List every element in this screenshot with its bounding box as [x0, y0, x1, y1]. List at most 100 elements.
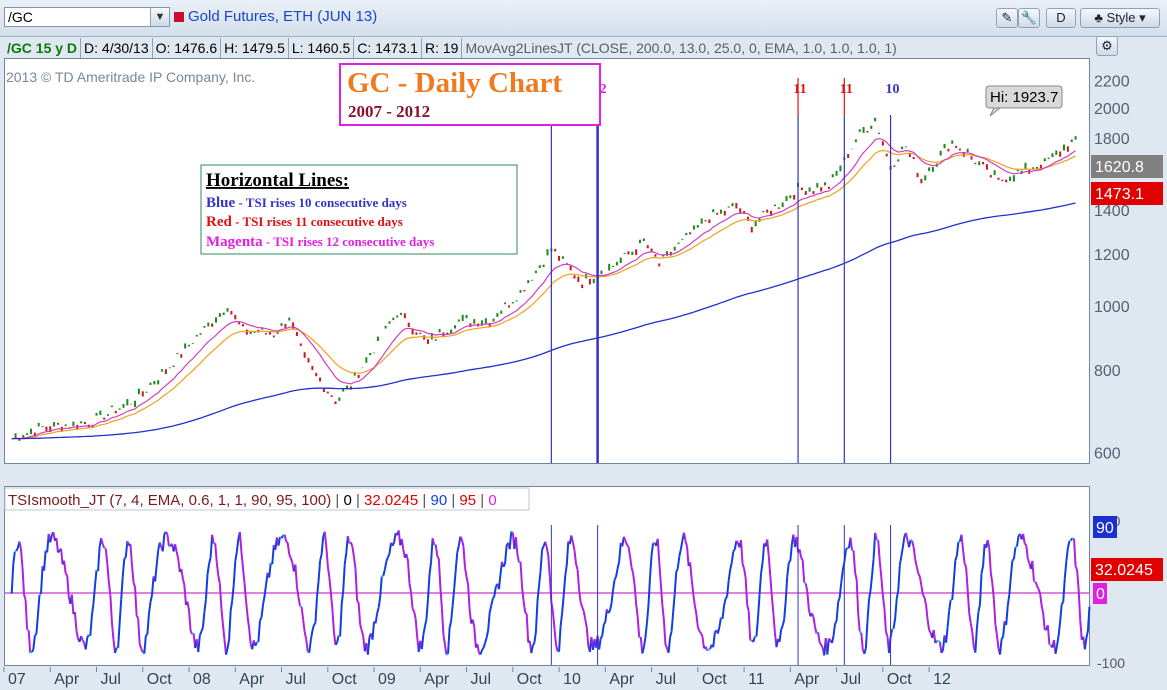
tsi-segment: [473, 626, 477, 648]
tsi-segment: [30, 649, 35, 653]
x-tick-label: Jul: [841, 671, 861, 688]
tsi-segment: [268, 562, 272, 578]
tsi-segment: [19, 548, 24, 568]
tsi-segment: [800, 556, 804, 561]
chart-settings-icon[interactable]: ⚙: [1096, 36, 1118, 56]
tsi-segment: [314, 597, 318, 623]
tsi-segment: [758, 573, 763, 596]
tsi-segment: [724, 595, 728, 600]
style-icon: ♣: [1094, 10, 1103, 25]
tsi-segment: [357, 602, 362, 625]
tsi-bottom-tick: -100: [1097, 655, 1125, 671]
drawing-tool-button[interactable]: ✎: [996, 8, 1018, 28]
tsi-segment: [613, 575, 618, 581]
header-symbol[interactable]: /GC 15 y D: [4, 38, 82, 58]
tsi-segment: [940, 649, 944, 654]
tsi-segment: [90, 603, 95, 616]
tsi-segment: [302, 619, 306, 632]
style-button[interactable]: ♣ Style ▾: [1080, 8, 1160, 28]
tsi-segment: [969, 623, 974, 632]
tsi-segment: [1046, 625, 1051, 645]
tsi-segment: [481, 647, 485, 651]
tsi-segment: [73, 611, 78, 631]
tsi-segment: [454, 552, 459, 570]
tsi-segment: [232, 561, 237, 585]
tsi-segment: [914, 559, 918, 568]
tsi-segment: [40, 566, 44, 595]
symbol-input[interactable]: /GC ▼: [4, 7, 170, 27]
x-tick-label: 10: [563, 671, 581, 688]
tsi-segment: [459, 536, 463, 541]
tsi-segment: [562, 575, 567, 596]
tsi-segment: [323, 531, 328, 546]
tsi-segment: [952, 560, 957, 582]
tsi-segment: [456, 545, 460, 553]
tsi-segment: [965, 567, 969, 590]
tsi-segment: [285, 540, 289, 544]
tsi-segment: [343, 552, 348, 565]
tsi-segment: [534, 601, 539, 632]
tsi-segment: [718, 617, 722, 628]
tsi-segment: [900, 546, 904, 557]
legend-red: Red - TSI rises 11 consecutive days: [206, 214, 403, 230]
tsi-segment: [835, 602, 840, 622]
tsi-segment: [1072, 537, 1075, 540]
symbol-dropdown-icon[interactable]: ▼: [150, 8, 169, 26]
hi-bubble-text: Hi: 1923.7: [990, 89, 1058, 106]
tsi-segment: [32, 635, 36, 650]
tsi-segment: [38, 593, 42, 596]
tsi-segment: [982, 544, 986, 566]
tsi-v2: 90: [431, 492, 448, 509]
tsi-segment: [561, 595, 565, 613]
tsi-segment: [286, 542, 291, 555]
tsi-segment: [158, 542, 163, 548]
tsi-segment: [788, 560, 792, 564]
x-tick-label: 09: [378, 671, 396, 688]
tsi-segment: [616, 561, 621, 569]
tsi-segment: [228, 610, 232, 640]
tsi-segment: [289, 557, 294, 563]
tsi-segment: [912, 547, 917, 560]
tsi-segment: [673, 571, 678, 594]
instrument-title[interactable]: Gold Futures, ETH (JUN 13): [174, 8, 377, 25]
tsi-segment: [283, 534, 288, 542]
tsi-segment: [311, 624, 315, 632]
tsi-segment: [109, 595, 113, 623]
tsi-segment: [689, 562, 693, 580]
tsi-segment: [1048, 643, 1052, 647]
tsi-segment: [954, 555, 958, 561]
x-tick-label: 08: [193, 671, 211, 688]
tsi-segment: [225, 648, 229, 655]
header-study[interactable]: MovAvg2LinesJT (CLOSE, 200.0, 13.0, 25.0…: [465, 40, 897, 56]
tsi-segment: [692, 592, 696, 606]
tsi-segment: [488, 605, 493, 613]
tsi-segment: [180, 568, 184, 579]
tsi-segment: [476, 643, 480, 653]
d-button[interactable]: D: [1046, 8, 1076, 28]
tsi-segment: [134, 587, 138, 616]
tsi-segment: [852, 550, 857, 573]
tsi-segment: [585, 627, 590, 647]
tsi-segment: [299, 605, 302, 608]
tsi-segment: [206, 563, 211, 575]
tsi-segment: [110, 622, 115, 640]
wrench-icon[interactable]: 🔧: [1018, 8, 1040, 28]
tsi-segment: [721, 605, 726, 620]
tsi-segment: [226, 639, 231, 649]
tsi-segment: [756, 595, 761, 619]
tsi-segment: [1063, 561, 1068, 579]
tsi-segment: [413, 611, 417, 620]
tsi-segment: [570, 535, 574, 543]
tsi-segment: [297, 597, 302, 607]
tsi-segment: [892, 617, 897, 629]
tsi-segment: [451, 588, 456, 606]
tsi-segment: [1062, 578, 1066, 602]
tsi-segment: [626, 544, 630, 548]
tsi-segment: [342, 564, 346, 591]
tsi-segment: [575, 563, 579, 570]
tsi-panel[interactable]: [4, 486, 1090, 666]
tsi-segment: [151, 576, 155, 596]
tsi-segment: [406, 560, 411, 584]
tsi-segment: [923, 597, 928, 605]
